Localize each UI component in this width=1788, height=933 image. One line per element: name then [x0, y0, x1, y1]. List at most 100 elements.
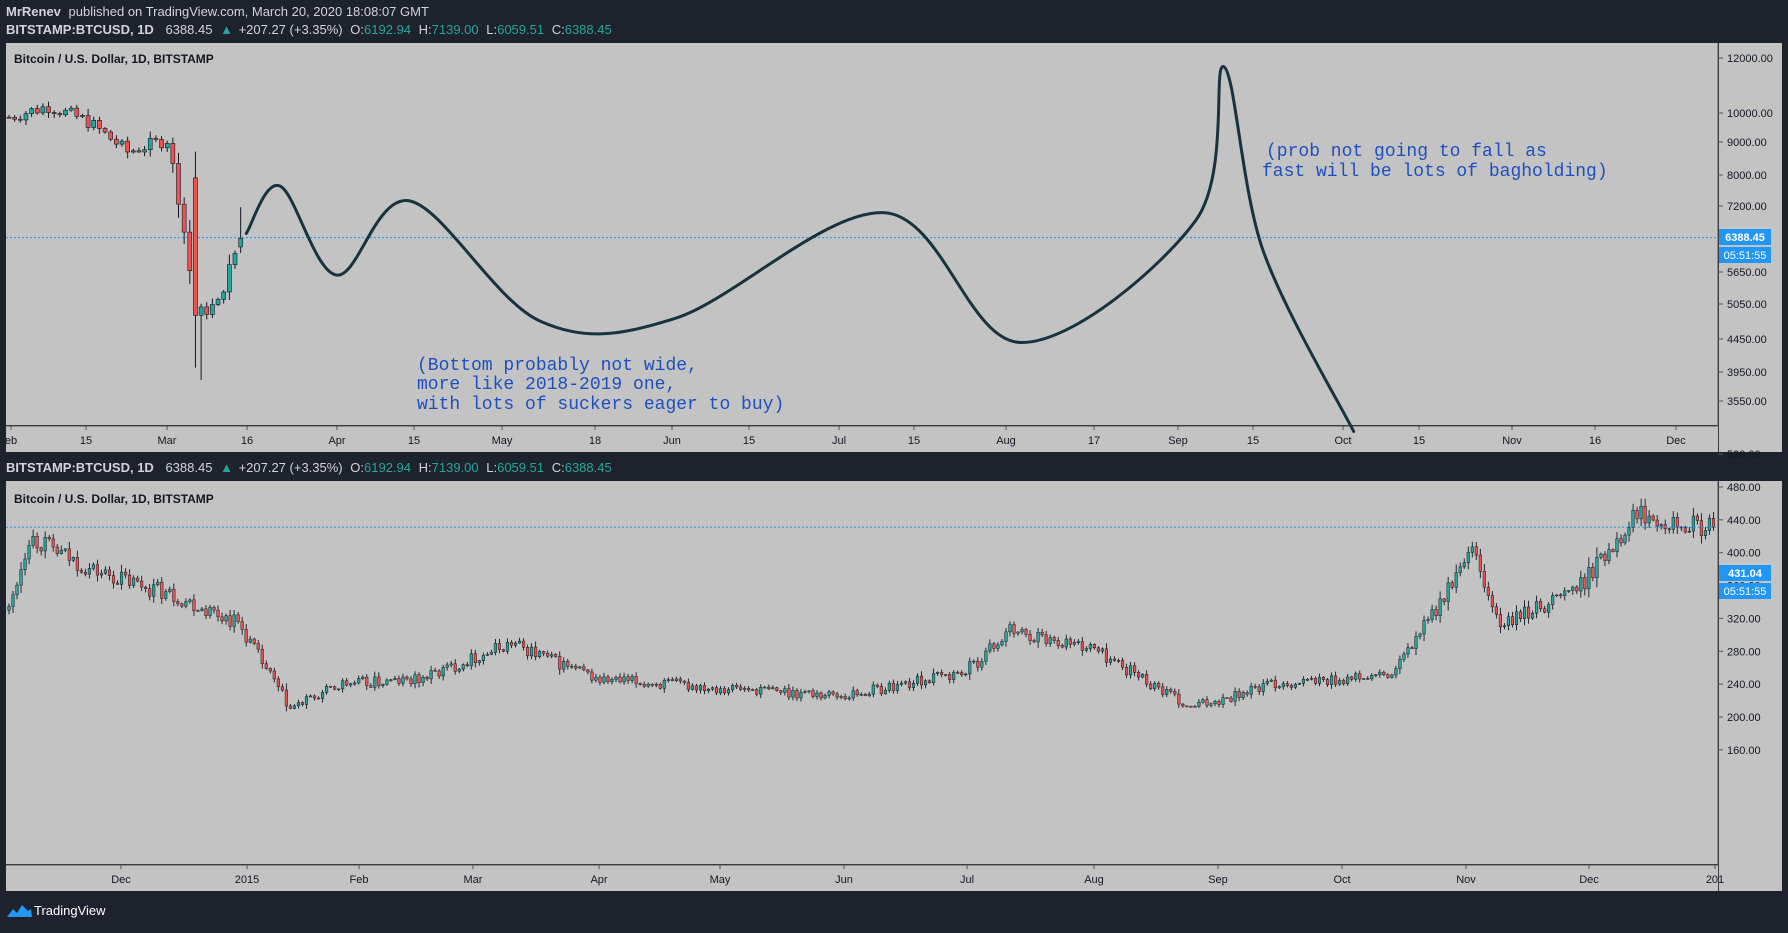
candle-body	[1478, 554, 1482, 572]
pane2-change: +207.27 (+3.35%)	[239, 460, 343, 475]
candle-body	[1197, 701, 1201, 707]
candle-body	[1245, 692, 1249, 695]
candle-body	[1273, 679, 1277, 689]
pane2-close: 6388.45	[165, 460, 212, 475]
candle-body	[1157, 683, 1161, 688]
pane1-plot-area[interactable]	[6, 43, 1718, 425]
svg-text:6388.45: 6388.45	[1725, 232, 1765, 244]
candle-body	[108, 131, 113, 140]
candle-body	[1567, 590, 1571, 592]
svg-text:BITSTAMP:BTCUSD, 1D 6388: BITSTAMP:BTCUSD, 1D 6388.45 ▲ +207.27 (+…	[6, 22, 612, 37]
candle-body	[361, 676, 365, 679]
candle-body	[477, 660, 481, 664]
pane1-x-tick-label: 15	[743, 435, 755, 447]
candle-body	[212, 607, 216, 611]
candle-body	[232, 614, 236, 627]
pane1-y-tick-label: 8000.00	[1727, 170, 1767, 182]
candle-body	[1040, 631, 1044, 636]
candle-body	[397, 678, 401, 684]
pane2-time-axis[interactable]	[6, 865, 1718, 891]
candle-body	[996, 644, 1000, 649]
candle-body	[405, 676, 409, 680]
candle-body	[40, 106, 46, 114]
pane2-plot-area[interactable]	[6, 481, 1718, 864]
candle-body	[47, 536, 51, 540]
candle-body	[980, 661, 984, 668]
svg-text:with lots of suckers eager to: with lots of suckers eager to buy)	[417, 395, 784, 415]
candle-body	[95, 564, 99, 576]
candle-body	[1482, 571, 1486, 588]
pane2-x-tick-label: Apr	[590, 874, 607, 886]
candle-body	[55, 546, 59, 554]
candle-body	[807, 690, 811, 693]
candle-body	[759, 687, 763, 695]
candle-body	[1651, 515, 1655, 521]
candle-body	[401, 676, 405, 684]
pane1-legend: BITSTAMP:BTCUSD, 1D 6388.45 ▲ +207.27 (+…	[6, 22, 612, 37]
candle-body	[433, 670, 437, 672]
candle-body	[164, 591, 168, 599]
candle-body	[99, 572, 104, 576]
candle-body	[1639, 505, 1643, 520]
candle-body	[1068, 638, 1072, 645]
candle-body	[767, 686, 771, 690]
candle-body	[1346, 676, 1350, 684]
candle-body	[156, 581, 160, 586]
candle-body	[23, 558, 27, 570]
candle-body	[944, 674, 948, 676]
candle-body	[159, 139, 164, 149]
candle-body	[1161, 686, 1165, 695]
candle-body	[1607, 549, 1611, 561]
candle-body	[1506, 616, 1511, 626]
pane1-x-tick-label: Mar	[158, 435, 177, 447]
candle-body	[903, 681, 908, 684]
candle-body	[895, 684, 899, 691]
pane2-y-tick-label: 400.00	[1727, 548, 1761, 560]
candle-body	[1647, 515, 1651, 524]
pane1-low: 6059.51	[497, 22, 544, 37]
candle-body	[1032, 640, 1036, 643]
candle-body	[1366, 678, 1370, 680]
candle-body	[779, 690, 783, 693]
candle-body	[1707, 517, 1712, 531]
candle-body	[1221, 697, 1225, 705]
pane2-legend: BITSTAMP:BTCUSD, 1D 6388.45 ▲ +207.27 (+…	[6, 460, 612, 475]
candle-body	[445, 664, 449, 668]
author-name[interactable]: MrRenev	[6, 4, 62, 19]
pane1-time-axis[interactable]	[6, 426, 1718, 452]
candle-body	[381, 683, 385, 686]
pane1-y-tick-label: 4450.00	[1727, 334, 1767, 346]
candle-body	[658, 683, 662, 689]
pane1-countdown: 05:51:55	[1724, 250, 1767, 262]
candle-body	[1663, 524, 1667, 530]
candle-body	[449, 663, 453, 666]
candle-body	[928, 680, 932, 683]
candle-body	[1358, 673, 1362, 680]
pane2-price-axis[interactable]	[1719, 481, 1782, 891]
candle-body	[1249, 685, 1253, 695]
candle-body	[1522, 606, 1527, 619]
candle-body	[771, 687, 775, 690]
candle-body	[103, 569, 108, 574]
candle-body	[614, 676, 618, 680]
tradingview-logo[interactable]: TradingView	[7, 903, 106, 918]
candle-body	[1659, 524, 1663, 527]
candle-body	[172, 588, 176, 602]
projection-drawing[interactable]	[244, 65, 1356, 433]
candle-body	[1036, 631, 1040, 643]
candle-body	[1619, 538, 1623, 544]
candle-body	[1691, 515, 1695, 532]
candle-body	[1080, 641, 1084, 651]
candle-body	[1096, 647, 1100, 652]
top-note: (prob not going to fall as fast will be …	[1262, 142, 1608, 182]
candle-body	[71, 557, 75, 561]
candle-body	[1410, 647, 1414, 649]
pane1-x-tick-label: 16	[241, 435, 253, 447]
candle-body	[522, 640, 526, 648]
candle-body	[7, 606, 11, 611]
pane1-closev: 6388.45	[565, 22, 612, 37]
candle-body	[120, 571, 124, 585]
candle-body	[1539, 601, 1543, 610]
candle-body	[1374, 674, 1378, 676]
